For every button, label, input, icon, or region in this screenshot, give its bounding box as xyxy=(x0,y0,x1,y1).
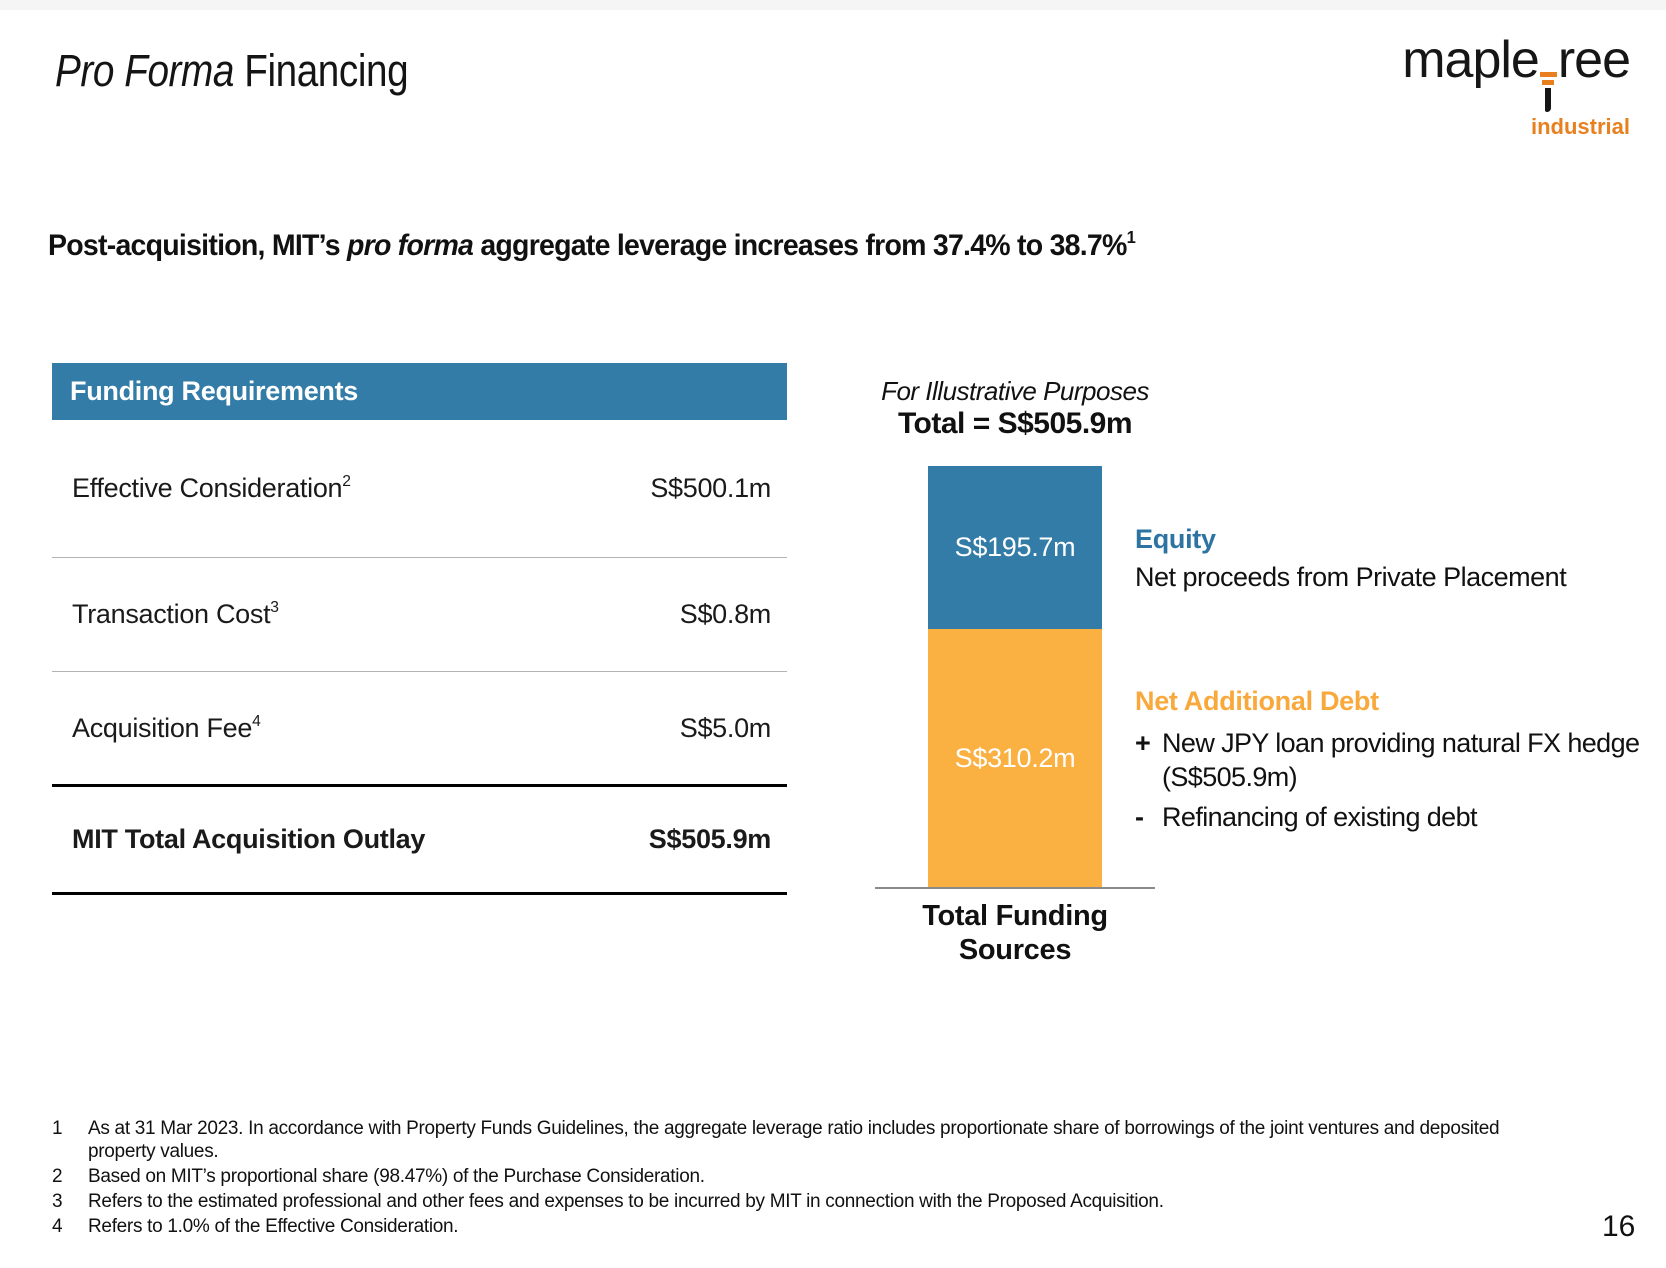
footnote-number: 1 xyxy=(52,1118,63,1139)
bar-segment-debt: S$310.2m xyxy=(928,629,1102,887)
mapletree-logo: maple ree industrial xyxy=(1386,31,1631,140)
legend-debt-item-line1: New JPY loan providing natural FX hedge xyxy=(1162,728,1640,758)
legend-debt-item-line2: (S$505.9m) xyxy=(1162,762,1298,792)
table-header: Funding Requirements xyxy=(52,363,787,420)
x-axis-label-line2: Sources xyxy=(958,934,1072,966)
row-label-text: Transaction Cost xyxy=(72,599,271,629)
row-label-text: Acquisition Fee xyxy=(72,712,253,743)
footnote-4: 4 Refers to 1.0% of the Effective Consid… xyxy=(52,1215,1632,1238)
legend-equity-title: Equity xyxy=(1135,524,1216,554)
funding-requirements-table: Funding Requirements Effective Considera… xyxy=(52,363,787,895)
x-axis-category-label: Total Funding Sources xyxy=(845,899,1185,967)
bar-segment-equity-label: S$195.7m xyxy=(954,532,1076,562)
footnote-ref: 4 xyxy=(252,712,261,730)
row-value: S$0.8m xyxy=(679,599,772,629)
row-value: S$505.9m xyxy=(648,824,772,854)
chart-caption-illustrative: For Illustrative Purposes xyxy=(881,376,1149,406)
footnote-text: Based on MIT’s proportional share (98.47… xyxy=(88,1166,705,1187)
footnote-1: 1 As at 31 Mar 2023. In accordance with … xyxy=(52,1117,1632,1163)
mapletree-logo-wordmark: maple ree xyxy=(1386,31,1631,112)
table-row-transaction-cost: Transaction Cost3 S$0.8m xyxy=(52,558,787,672)
x-axis-line xyxy=(875,887,1155,889)
page-title-italic: Pro Forma xyxy=(55,45,234,96)
logo-tree-glyph-icon xyxy=(1539,72,1557,112)
footnote-3: 3 Refers to the estimated professional a… xyxy=(52,1190,1632,1213)
legend-debt-item-refinancing: - Refinancing of existing debt xyxy=(1135,800,1478,834)
row-label: MIT Total Acquisition Outlay xyxy=(72,824,426,854)
page-number: 16 xyxy=(1602,1210,1636,1243)
row-value: S$500.1m xyxy=(650,473,771,503)
page-title: Pro Forma Financing xyxy=(55,45,409,97)
headline-post: aggregate leverage increases from 37.4% … xyxy=(473,229,1127,262)
page-title-regular: Financing xyxy=(233,45,409,96)
logo-text-maple: maple xyxy=(1402,31,1540,89)
chart-caption-total: Total = S$505.9m xyxy=(897,407,1133,440)
legend-equity-description: Net proceeds from Private Placement xyxy=(1135,562,1567,592)
footnote-number: 2 xyxy=(52,1166,63,1187)
bar-segment-equity: S$195.7m xyxy=(928,466,1102,629)
legend-debt-item-text: Refinancing of existing debt xyxy=(1162,800,1478,834)
x-axis-label-line1: Total Funding xyxy=(922,900,1108,932)
footnote-2: 2 Based on MIT’s proportional share (98.… xyxy=(52,1165,1632,1188)
logo-tree-bar-bottom xyxy=(1542,80,1555,85)
footnote-text: Refers to the estimated professional and… xyxy=(88,1191,1164,1212)
plus-bullet-icon: + xyxy=(1135,728,1151,758)
row-label: Acquisition Fee4 xyxy=(72,713,261,744)
row-label: Effective Consideration2 xyxy=(72,473,351,504)
legend-debt-item-line1: Refinancing of existing debt xyxy=(1162,802,1478,832)
headline-italic: pro forma xyxy=(346,229,474,262)
footnotes: 1 As at 31 Mar 2023. In accordance with … xyxy=(52,1117,1632,1240)
footnote-number: 4 xyxy=(52,1216,63,1237)
footnote-ref: 2 xyxy=(342,473,351,491)
row-value: S$5.0m xyxy=(679,712,772,743)
row-label: Transaction Cost3 xyxy=(72,599,279,630)
stacked-bar: S$195.7m S$310.2m xyxy=(928,466,1102,887)
headline-footnote-ref: 1 xyxy=(1126,227,1136,248)
bar-segment-debt-label: S$310.2m xyxy=(954,742,1076,773)
table-row-effective-consideration: Effective Consideration2 S$500.1m xyxy=(52,420,787,558)
legend-debt-title: Net Additional Debt xyxy=(1135,686,1379,716)
legend-debt-item-text: New JPY loan providing natural FX hedge … xyxy=(1162,726,1640,794)
chart-legend: Equity Net proceeds from Private Placeme… xyxy=(1135,0,1666,1268)
top-edge-strip xyxy=(0,0,1666,10)
table-row-total-outlay: MIT Total Acquisition Outlay S$505.9m xyxy=(52,787,787,895)
funding-sources-chart: For Illustrative Purposes Total = S$505.… xyxy=(845,375,1185,967)
logo-industrial-label: industrial xyxy=(1530,114,1630,139)
minus-bullet-icon: - xyxy=(1135,802,1144,832)
legend-debt-item-jpy-loan: + New JPY loan providing natural FX hedg… xyxy=(1135,726,1640,794)
footnote-text: As at 31 Mar 2023. In accordance with Pr… xyxy=(88,1118,1500,1162)
logo-tree-bar-top xyxy=(1539,72,1557,77)
row-label-text: Effective Consideration xyxy=(72,473,343,503)
footnote-ref: 3 xyxy=(270,599,279,617)
logo-text-ree: ree xyxy=(1557,31,1631,89)
table-row-acquisition-fee: Acquisition Fee4 S$5.0m xyxy=(52,672,787,787)
footnote-number: 3 xyxy=(52,1191,63,1212)
headline-pre: Post-acquisition, MIT’s xyxy=(48,229,347,262)
footnote-text: Refers to 1.0% of the Effective Consider… xyxy=(88,1216,459,1237)
table-header-label: Funding Requirements xyxy=(70,376,359,406)
logo-tree-stem xyxy=(1545,88,1552,112)
headline: Post-acquisition, MIT’s pro forma aggreg… xyxy=(48,227,1136,263)
